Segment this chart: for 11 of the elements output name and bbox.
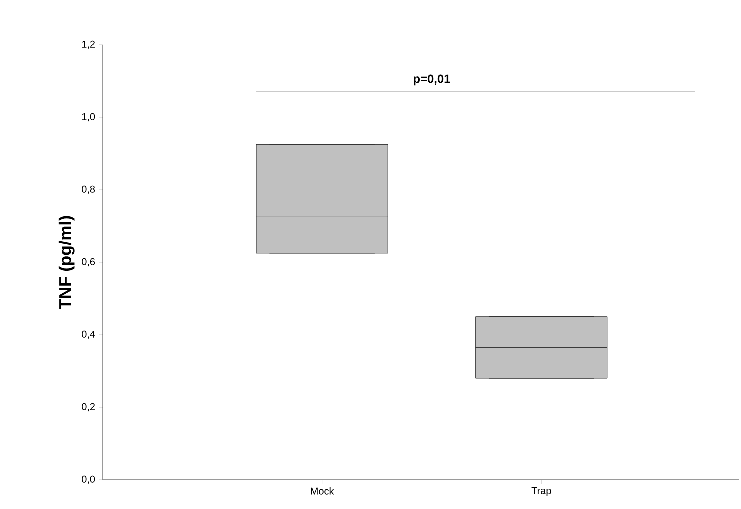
x-tick-label: Trap — [532, 488, 552, 496]
y-tick-label: 0,4 — [82, 330, 96, 340]
y-tick-label: 0,2 — [82, 403, 95, 412]
annotation: p=0,01 — [414, 74, 450, 86]
y-tick-label: 0,6 — [82, 258, 96, 267]
y-tick-label: 1,2 — [82, 40, 95, 50]
y-axis-title: TNF (pg/ml) — [58, 216, 75, 310]
y-tick-label: 1,0 — [82, 113, 96, 122]
y-tick-label: 0,0 — [82, 476, 96, 484]
y-tick-label: 0,8 — [82, 186, 96, 194]
x-tick-label: Mock — [311, 488, 334, 495]
